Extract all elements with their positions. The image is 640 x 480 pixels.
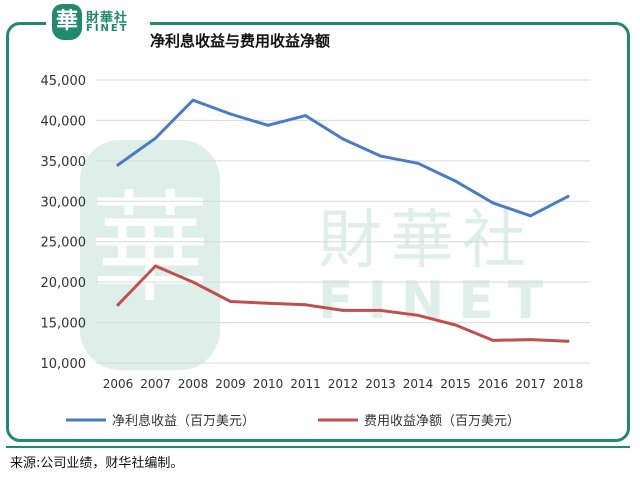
legend-label-2: 费用收益净额（百万美元） [364, 414, 520, 429]
data-point-series-2 [116, 303, 120, 307]
brand-name-en: FINET [86, 23, 129, 34]
y-tick-label: 35,000 [41, 155, 87, 170]
data-point-series-2 [491, 338, 495, 342]
data-point-series-1 [454, 179, 457, 183]
x-tick-label: 2016 [478, 377, 509, 391]
x-tick-label: 2012 [328, 377, 359, 391]
data-point-series-2 [341, 308, 345, 312]
data-point-series-1 [416, 161, 420, 165]
y-tick-label: 10,000 [41, 357, 87, 372]
x-axis-ticks: 2006 2007 2008 2009 2010 2011 2012 2013 2014 2015… [103, 377, 584, 391]
data-point-series-2 [529, 338, 532, 342]
data-point-series-2 [266, 301, 270, 305]
source-note: 来源:公司业绩，财华社编制。 [10, 456, 184, 471]
y-tick-label: 45,000 [41, 74, 87, 89]
y-tick-label: 20,000 [41, 276, 87, 291]
x-tick-label: 2009 [215, 377, 246, 391]
legend-label-1: 净利息收益（百万美元） [112, 413, 255, 429]
footer-divider [6, 446, 630, 448]
x-tick-label: 2011 [290, 377, 321, 391]
data-point-series-1 [154, 136, 157, 140]
x-tick-label: 2015 [440, 377, 471, 391]
watermark-text-cn: 財華社 [318, 204, 534, 278]
x-tick-label: 2007 [140, 377, 171, 391]
watermark-mark: 華 [90, 180, 210, 319]
data-point-series-1 [304, 114, 307, 118]
data-point-series-1 [191, 98, 195, 102]
data-point-series-2 [304, 303, 307, 307]
watermark: 華 財華社 FINET [80, 140, 557, 370]
brand-name-cn: 財華社 [86, 11, 129, 26]
data-point-series-2 [229, 300, 232, 304]
watermark-mark-bg [80, 140, 220, 370]
watermark-text-en: FINET [318, 271, 557, 331]
y-tick-label: 15,000 [41, 317, 87, 332]
data-point-series-1 [566, 194, 570, 198]
data-point-series-2 [379, 308, 382, 312]
chart-frame [6, 22, 630, 442]
brand-logo: 華 財華社 FINET [46, 2, 150, 42]
y-tick-label: 30,000 [41, 195, 87, 210]
data-point-series-1 [341, 137, 345, 141]
brand-mark-icon: 華 [52, 4, 82, 40]
x-tick-label: 2008 [178, 377, 209, 391]
y-tick-label: 25,000 [41, 236, 87, 251]
x-tick-label: 2018 [553, 377, 584, 391]
legend: 净利息收益（百万美元） 费用收益净额（百万美元） [66, 413, 520, 429]
data-point-series-2 [566, 339, 570, 343]
data-point-series-1 [491, 201, 495, 205]
line-chart: 華 財華社 FINET 10,000 15,000 20,000 25,000 30,0… [41, 74, 590, 429]
data-point-series-1 [529, 214, 532, 218]
y-axis-ticks: 10,000 15,000 20,000 25,000 30,000 35,000 40,0… [41, 74, 87, 372]
x-tick-label: 2014 [403, 377, 434, 391]
data-point-series-1 [379, 154, 382, 158]
x-tick-label: 2017 [515, 377, 546, 391]
data-point-series-2 [154, 264, 157, 268]
data-point-series-2 [191, 280, 195, 284]
series-lines [116, 98, 570, 343]
data-point-series-1 [266, 123, 270, 127]
gridlines [96, 79, 590, 364]
data-point-series-1 [116, 163, 120, 167]
x-tick-label: 2006 [103, 377, 134, 391]
y-tick-label: 40,000 [41, 114, 87, 129]
x-tick-label: 2013 [365, 377, 396, 391]
chart-title: 净利息收益与费用收益净额 [150, 32, 331, 50]
data-point-series-2 [454, 323, 457, 327]
x-tick-label: 2010 [253, 377, 284, 391]
data-point-series-1 [229, 112, 232, 116]
data-point-series-2 [416, 313, 420, 317]
